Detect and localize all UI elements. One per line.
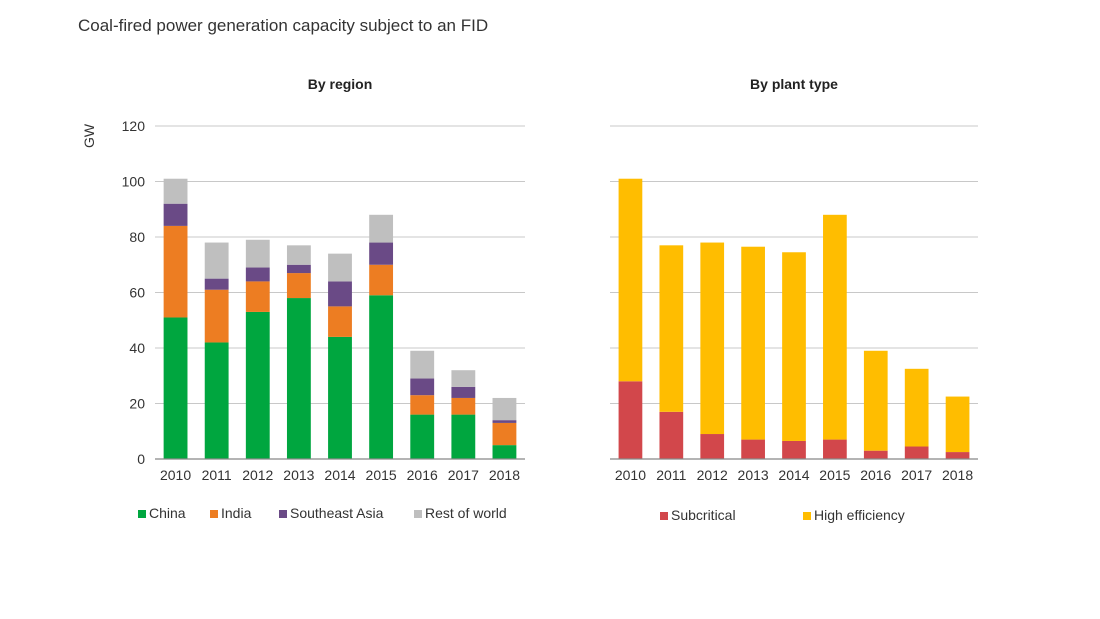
x-tick-label: 2011 (656, 467, 686, 483)
bar-southeast-asia-2015 (369, 242, 394, 265)
bar-rest-of-world-2013 (286, 245, 311, 265)
y-axis-label: GW (81, 123, 97, 148)
x-tick-label: 2010 (615, 467, 646, 483)
x-tick-label: 2014 (778, 467, 809, 483)
legend-swatch-india (210, 510, 218, 518)
bar-subcritical-2013 (741, 439, 765, 459)
bar-southeast-asia-2017 (451, 386, 476, 398)
bar-high-efficiency-2016 (863, 350, 888, 451)
bar-subcritical-2015 (823, 439, 847, 459)
bar-subcritical-2018 (945, 452, 970, 459)
panel-title: By region (308, 76, 373, 92)
y-tick-label: 0 (137, 451, 145, 467)
y-tick-label: 100 (122, 174, 146, 190)
x-tick-label: 2012 (697, 467, 728, 483)
x-tick-label: 2018 (489, 467, 520, 483)
y-tick-label: 20 (129, 396, 145, 412)
bar-india-2017 (451, 397, 476, 415)
bar-china-2017 (451, 414, 476, 459)
bar-china-2016 (410, 414, 435, 459)
y-tick-label: 60 (129, 285, 145, 301)
bar-india-2012 (245, 281, 270, 312)
legend-label-india: India (221, 505, 252, 521)
bar-rest-of-world-2016 (410, 350, 435, 379)
bar-china-2010 (163, 317, 188, 459)
y-tick-label: 80 (129, 229, 145, 245)
x-tick-label: 2013 (738, 467, 769, 483)
bar-rest-of-world-2012 (245, 239, 270, 268)
legend-swatch-subcritical (660, 512, 668, 520)
bar-india-2010 (163, 225, 188, 318)
x-tick-label: 2012 (242, 467, 273, 483)
bar-southeast-asia-2012 (245, 267, 270, 282)
x-tick-label: 2010 (160, 467, 191, 483)
x-tick-label: 2011 (202, 467, 232, 483)
legend-label-china: China (149, 505, 186, 521)
bar-rest-of-world-2014 (328, 253, 352, 282)
bar-subcritical-2017 (904, 446, 929, 459)
bar-high-efficiency-2010 (618, 178, 643, 382)
bar-subcritical-2016 (863, 450, 888, 459)
bar-rest-of-world-2017 (451, 370, 476, 387)
legend-swatch-southeast-asia (279, 510, 287, 518)
chart-by-plant-type: By plant type 2010 2011 2012 2013 2014 2015 201… (610, 76, 978, 523)
bar-high-efficiency-2012 (700, 242, 725, 435)
bar-high-efficiency-2015 (823, 214, 847, 440)
bar-india-2013 (286, 273, 311, 299)
legend-label-high-efficiency: High efficiency (814, 507, 905, 523)
x-tick-label: 2014 (324, 467, 355, 483)
legend-swatch-high-efficiency (803, 512, 811, 520)
bar-china-2015 (369, 295, 394, 459)
bar-subcritical-2011 (659, 411, 684, 459)
bar-southeast-asia-2013 (286, 264, 311, 274)
chart-by-region: By region 0 20 40 60 80 100 120 GW 2010 2011 2012 20… (81, 76, 525, 521)
bar-india-2018 (492, 422, 517, 446)
bar-high-efficiency-2018 (945, 396, 970, 453)
bar-high-efficiency-2014 (782, 252, 806, 441)
legend-label-subcritical: Subcritical (671, 507, 736, 523)
bar-southeast-asia-2018 (492, 420, 517, 423)
x-tick-label: 2016 (860, 467, 891, 483)
bar-china-2011 (204, 342, 229, 459)
bar-china-2014 (328, 336, 352, 459)
bar-southeast-asia-2014 (328, 281, 352, 307)
x-tick-label: 2015 (819, 467, 850, 483)
bar-india-2016 (410, 395, 435, 415)
bar-rest-of-world-2015 (369, 214, 394, 243)
bar-india-2011 (204, 289, 229, 343)
bar-subcritical-2010 (618, 381, 643, 459)
bar-high-efficiency-2013 (741, 246, 765, 440)
bar-southeast-asia-2010 (163, 203, 188, 226)
legend-swatch-china (138, 510, 146, 518)
bar-china-2012 (245, 311, 270, 459)
bar-high-efficiency-2011 (659, 245, 684, 412)
bar-china-2018 (492, 445, 517, 459)
bar-rest-of-world-2011 (204, 242, 229, 279)
bar-india-2014 (328, 306, 352, 337)
page-title: Coal-fired power generation capacity sub… (78, 16, 489, 35)
x-tick-label: 2018 (942, 467, 973, 483)
x-tick-label: 2017 (901, 467, 932, 483)
bar-southeast-asia-2011 (204, 278, 229, 290)
y-tick-label: 40 (129, 340, 145, 356)
bar-subcritical-2014 (782, 440, 806, 459)
legend-label-rest-of-world: Rest of world (425, 505, 507, 521)
bar-high-efficiency-2017 (904, 368, 929, 447)
x-tick-label: 2013 (283, 467, 314, 483)
panel-title: By plant type (750, 76, 838, 92)
x-tick-label: 2015 (366, 467, 397, 483)
bar-china-2013 (286, 298, 311, 459)
bar-rest-of-world-2018 (492, 397, 517, 421)
bar-subcritical-2012 (700, 434, 725, 459)
y-tick-label: 120 (122, 118, 146, 134)
x-tick-label: 2017 (448, 467, 479, 483)
bar-rest-of-world-2010 (163, 178, 188, 204)
bar-india-2015 (369, 264, 394, 296)
legend-swatch-rest-of-world (414, 510, 422, 518)
x-tick-label: 2016 (407, 467, 438, 483)
bar-southeast-asia-2016 (410, 378, 435, 396)
legend-label-southeast-asia: Southeast Asia (290, 505, 384, 521)
